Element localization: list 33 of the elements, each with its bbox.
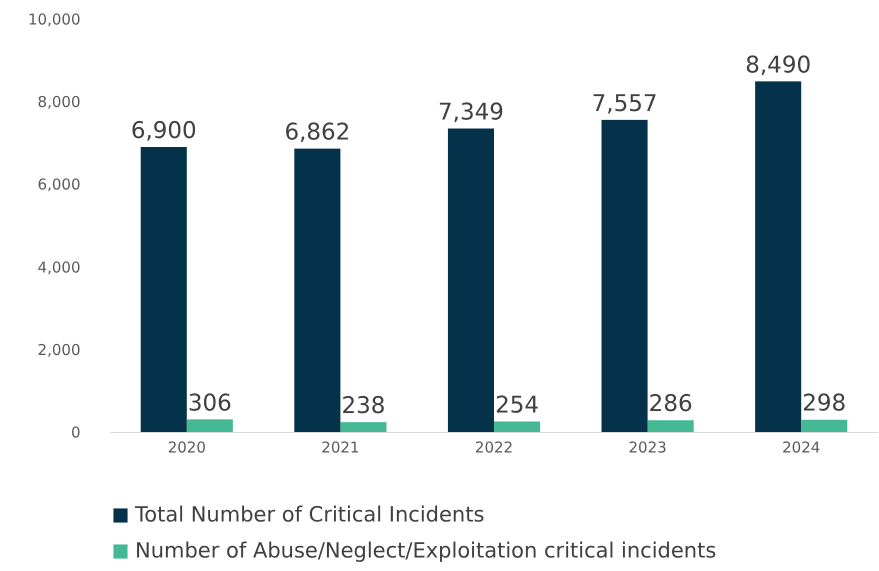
data-label: 6,862 xyxy=(284,120,350,146)
bar xyxy=(294,148,340,432)
y-tick-label: 6,000 xyxy=(38,176,80,194)
data-label: 6,900 xyxy=(130,118,197,144)
y-tick-label: 4,000 xyxy=(38,258,80,276)
bar xyxy=(448,128,494,432)
y-tick-label: 10,000 xyxy=(28,10,80,28)
bar xyxy=(801,420,848,432)
x-tick-label: 2023 xyxy=(628,438,667,456)
data-label: 7,349 xyxy=(438,99,504,126)
bar xyxy=(494,422,540,432)
bar xyxy=(602,120,648,432)
bar xyxy=(340,422,386,432)
y-tick-label: 8,000 xyxy=(38,93,80,112)
data-label: 254 xyxy=(495,392,539,419)
bar xyxy=(140,147,187,432)
x-tick-label: 2021 xyxy=(321,438,360,456)
x-tick-label: 2022 xyxy=(474,438,514,456)
x-tick-label: 2024 xyxy=(782,438,820,456)
y-tick-label: 2,000 xyxy=(38,340,80,359)
data-label: 8,490 xyxy=(745,52,812,78)
bar xyxy=(186,419,233,432)
data-label: 286 xyxy=(648,391,693,418)
data-label: 306 xyxy=(188,390,232,416)
legend-label: Total Number of Critical Incidents xyxy=(134,502,484,526)
bar xyxy=(755,81,802,432)
data-label: 298 xyxy=(802,390,846,417)
data-label: 7,557 xyxy=(592,90,658,117)
y-tick-label: 0 xyxy=(70,424,80,442)
data-label: 238 xyxy=(341,393,386,420)
bar xyxy=(648,420,694,432)
legend-label: Number of Abuse/Neglect/Exploitation critical incidents xyxy=(135,538,716,562)
x-tick-label: 2020 xyxy=(168,438,206,456)
